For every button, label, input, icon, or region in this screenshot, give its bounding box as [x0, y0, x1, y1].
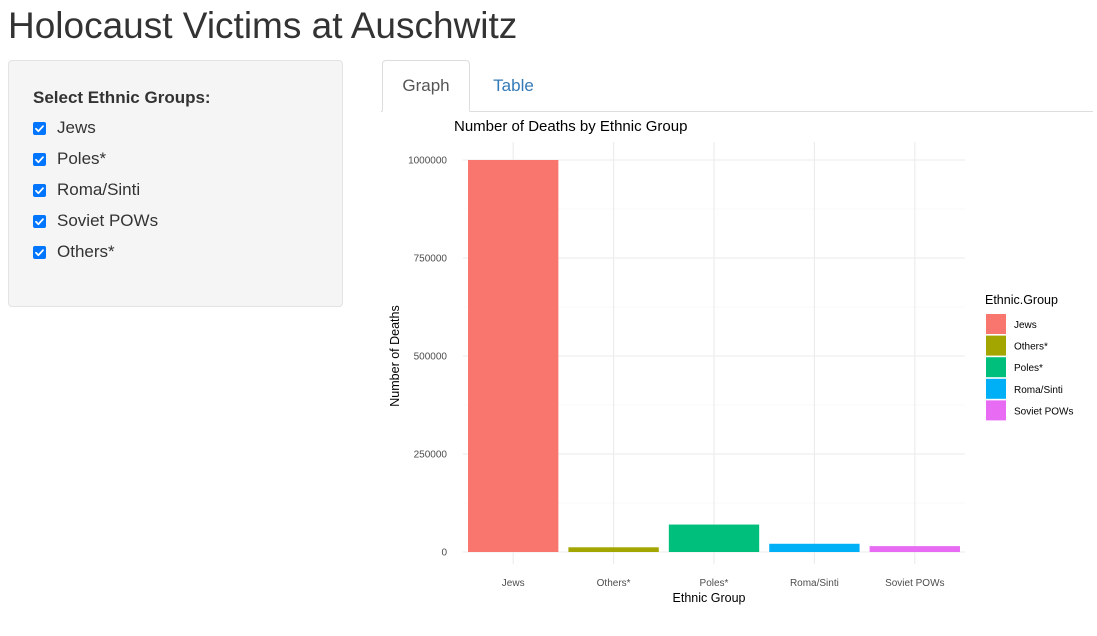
x-tick-label: Poles* [700, 578, 729, 589]
checkbox-row-roma-sinti[interactable]: Roma/Sinti [33, 178, 140, 202]
x-tick-label: Soviet POWs [885, 578, 944, 589]
checkbox-label[interactable]: Others* [57, 242, 115, 261]
tab-graph[interactable]: Graph [382, 60, 470, 112]
checkbox-row-jews[interactable]: Jews [33, 116, 96, 140]
checkbox-row-others[interactable]: Others* [33, 240, 115, 264]
bar-jews [468, 160, 559, 552]
checkbox-row-soviet-pows[interactable]: Soviet POWs [33, 209, 158, 233]
deaths-bar-chart: 0 250000 500000 750000 1000000 Jews Others* Pol… [388, 118, 1073, 605]
legend-label: Jews [1014, 320, 1037, 331]
legend-label: Others* [1014, 342, 1048, 353]
legend-swatch [986, 378, 1006, 399]
checkbox-label[interactable]: Roma/Sinti [57, 180, 141, 199]
y-tick-label: 0 [441, 548, 447, 559]
checkbox-others[interactable] [33, 245, 46, 259]
checkbox-label[interactable]: Poles* [57, 149, 107, 168]
x-tick-label: Roma/Sinti [790, 578, 839, 589]
legend-swatch [986, 400, 1006, 421]
bar-soviet-pows [869, 546, 960, 552]
bar-roma-sinti [769, 543, 860, 552]
ethnic-group-filter-label: Select Ethnic Groups: [33, 88, 211, 107]
chart-title: Number of Deaths by Ethnic Group [454, 118, 687, 135]
page-title: Holocaust Victims at Auschwitz [8, 5, 518, 46]
checkbox-label[interactable]: Jews [57, 118, 96, 137]
y-tick-label: 1000000 [408, 156, 447, 167]
legend-label: Soviet POWs [1014, 406, 1073, 417]
x-tick-label: Jews [502, 578, 525, 589]
y-tick-label: 250000 [414, 450, 448, 461]
checkbox-row-poles[interactable]: Poles* [33, 147, 106, 171]
tab-bar: Graph Table [381, 60, 1093, 112]
legend-swatch [986, 357, 1006, 378]
y-tick-label: 750000 [414, 254, 448, 265]
tab-table[interactable]: Table [493, 75, 534, 95]
checkbox-jews[interactable] [33, 121, 46, 135]
x-axis-label: Ethnic Group [673, 591, 746, 605]
legend-label: Roma/Sinti [1014, 385, 1063, 396]
checkmark-icon [35, 124, 44, 132]
checkbox-roma-sinti[interactable] [33, 183, 46, 197]
bar-poles [668, 524, 760, 552]
checkbox-poles[interactable] [33, 152, 46, 166]
legend-title: Ethnic.Group [985, 293, 1058, 307]
checkbox-label[interactable]: Soviet POWs [57, 211, 159, 230]
checkbox-soviet-pows[interactable] [33, 214, 46, 228]
legend-label: Poles* [1014, 363, 1043, 374]
x-tick-label: Others* [597, 578, 631, 589]
y-tick-label: 500000 [414, 352, 448, 363]
bar-others [568, 547, 659, 552]
sidebar-panel: Select Ethnic Groups: Jews Poles* Roma/Sin… [8, 60, 343, 307]
legend-swatch [986, 314, 1006, 334]
checkmark-icon [35, 248, 44, 256]
checkmark-icon [35, 155, 44, 163]
checkmark-icon [35, 217, 44, 225]
legend-swatch [986, 335, 1006, 356]
checkmark-icon [35, 186, 44, 194]
y-axis-label: Number of Deaths [388, 305, 402, 406]
